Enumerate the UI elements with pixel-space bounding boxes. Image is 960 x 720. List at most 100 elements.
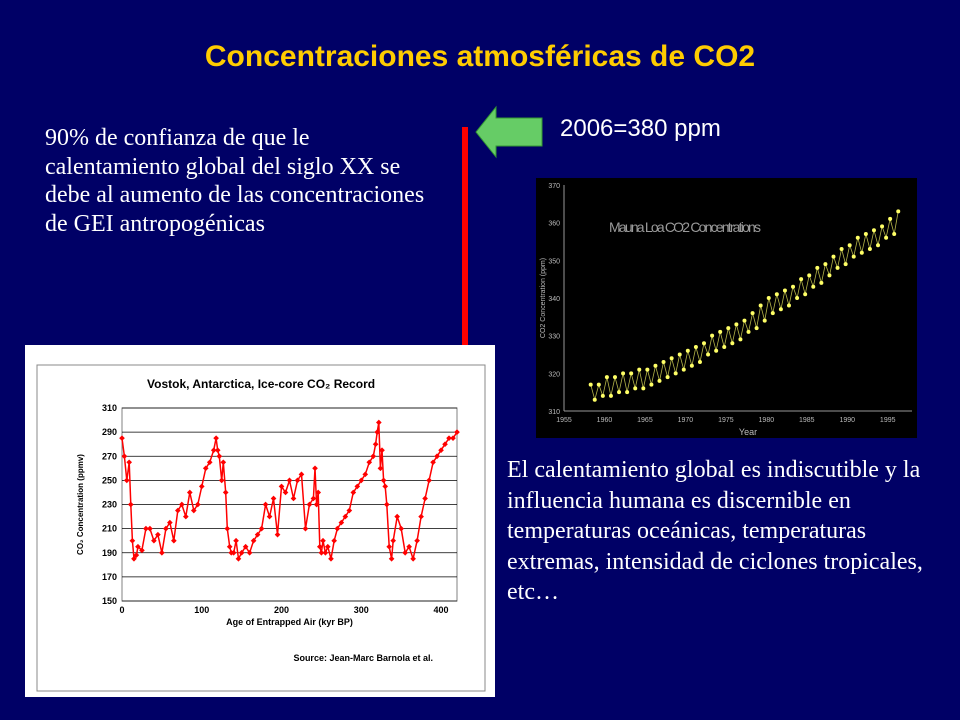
vostok-data-point (362, 471, 369, 478)
vostok-data-point (294, 477, 301, 484)
warming-paragraph: El calentamiento global es indiscutible … (507, 457, 923, 605)
vostok-data-point (254, 531, 261, 538)
vostok-data-point (374, 429, 381, 435)
mauna-y-axis-label: CO2 Concentration (ppm) (540, 258, 547, 338)
mauna-x-tick-label: 1970 (678, 417, 694, 424)
mauna-data-point (617, 390, 622, 395)
vostok-data-point (242, 543, 249, 550)
vostok-data-point (155, 531, 161, 538)
vostok-data-point (126, 459, 133, 466)
vostok-data-point (422, 495, 428, 502)
vostok-data-point (358, 477, 365, 484)
vostok-x-tick-label: 100 (194, 605, 209, 615)
vostok-data-point (442, 441, 448, 448)
mauna-data-point (600, 393, 605, 398)
mauna-data-point (702, 341, 707, 346)
vostok-data-point (366, 459, 373, 466)
mauna-y-tick-label: 330 (548, 334, 560, 341)
mauna-data-point (710, 333, 715, 338)
mauna-data-point (738, 337, 743, 342)
vostok-data-point (194, 501, 201, 508)
vostok-data-point (171, 537, 177, 544)
mauna-data-point (815, 265, 820, 270)
mauna-data-point (778, 307, 783, 312)
vostok-data-point (250, 537, 257, 544)
mauna-data-point (665, 375, 670, 380)
vostok-y-tick-label: 230 (102, 500, 117, 510)
mauna-data-point (685, 348, 690, 353)
mauna-data-point (734, 322, 739, 327)
vostok-data-point (139, 547, 145, 554)
vostok-y-tick-label: 150 (102, 596, 117, 606)
mauna-x-tick-label: 1990 (839, 417, 855, 424)
mauna-data-point (803, 292, 808, 297)
vostok-x-tick-label: 0 (119, 605, 124, 615)
vostok-data-point (426, 477, 432, 484)
vostok-data-point (216, 453, 223, 460)
vostok-chart: 150 170 190 210 230 250 270 290 310 0 100 200 300 400… (25, 345, 495, 697)
vostok-chart-svg: 150 170 190 210 230 250 270 290 310 0 100 200 300 400… (36, 364, 486, 692)
mauna-data-point (863, 231, 868, 236)
vostok-data-point (286, 477, 293, 484)
mauna-x-tick-label: 1975 (718, 417, 734, 424)
vostok-data-point (310, 495, 317, 502)
vostok-data-point (274, 531, 281, 538)
mauna-x-tick-label: 1980 (759, 417, 775, 424)
vostok-data-point (382, 483, 389, 490)
vostok-data-point (182, 513, 189, 520)
vostok-y-tick-label: 210 (102, 524, 117, 534)
vostok-data-point (320, 537, 326, 544)
mauna-data-point (799, 277, 804, 282)
vostok-data-point (290, 495, 297, 502)
mauna-data-point (697, 360, 702, 365)
vostok-y-axis-label: CO₂ Concentration (ppmv) (76, 454, 85, 555)
vostok-y-tick-label: 250 (102, 475, 117, 485)
mauna-data-point (722, 344, 727, 349)
vostok-data-point (230, 549, 237, 556)
vostok-data-point (206, 459, 213, 466)
vostok-data-point (334, 525, 341, 532)
vostok-data-point (410, 555, 416, 562)
vostok-y-tick-label: 290 (102, 427, 117, 437)
mauna-data-point (629, 371, 634, 376)
vostok-data-point (163, 525, 169, 532)
vostok-data-point (213, 435, 219, 441)
mauna-data-point (758, 303, 763, 308)
vostok-data-point (147, 525, 153, 532)
mauna-data-point (633, 386, 638, 391)
vostok-data-point (450, 435, 456, 441)
mauna-data-point (746, 329, 751, 334)
vostok-data-point (390, 537, 397, 544)
mauna-y-tick-label: 360 (548, 221, 560, 228)
vostok-chart-title: Vostok, Antarctica, Ice-core CO₂ Record (147, 377, 375, 391)
vostok-data-point (338, 519, 345, 526)
vostok-data-point (342, 513, 349, 520)
vostok-data-point (350, 489, 357, 496)
vostok-data-point (198, 483, 205, 490)
vostok-x-tick-label: 400 (434, 605, 449, 615)
mauna-data-point (843, 262, 848, 267)
mauna-data-point (823, 262, 828, 267)
vostok-data-point (331, 537, 337, 544)
vostok-data-point (133, 552, 140, 558)
vostok-data-point (159, 549, 165, 556)
vostok-data-point (167, 519, 173, 526)
vostok-data-point (377, 465, 384, 472)
vostok-data-point (454, 429, 460, 435)
vostok-data-point (178, 501, 185, 508)
vostok-data-point (379, 447, 385, 454)
vostok-data-point (186, 489, 193, 496)
red-vertical-bar (462, 127, 468, 427)
vostok-data-point (418, 513, 424, 520)
vostok-data-point (386, 543, 393, 550)
mauna-data-point (876, 243, 881, 248)
mauna-series-line (590, 211, 899, 402)
vostok-y-tick-label: 310 (102, 403, 117, 413)
mauna-data-point (786, 303, 791, 308)
vostok-data-point (258, 525, 265, 532)
mauna-data-point (811, 284, 816, 289)
vostok-data-point (235, 555, 242, 562)
vostok-x-axis-label: Age of Entrapped Air (kyr BP) (226, 617, 353, 627)
mauna-data-point (762, 318, 767, 323)
